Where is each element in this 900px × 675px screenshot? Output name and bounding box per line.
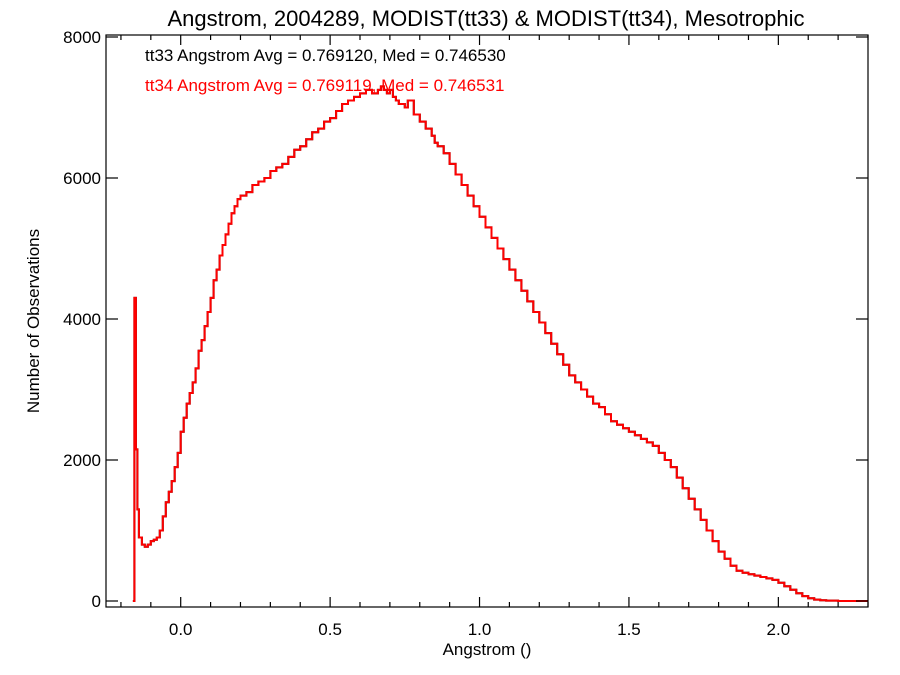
x-tick-label: 0.0: [169, 620, 193, 639]
stats-line-tt34: tt34 Angstrom Avg = 0.769119, Med = 0.74…: [145, 76, 504, 95]
x-axis-label: Angstrom (): [443, 640, 532, 659]
y-tick-label: 0: [92, 592, 101, 611]
x-tick-label: 0.5: [318, 620, 342, 639]
x-tick-label: 1.0: [468, 620, 492, 639]
y-axis-label: Number of Observations: [24, 229, 43, 413]
x-tick-label: 1.5: [617, 620, 641, 639]
chart-title: Angstrom, 2004289, MODIST(tt33) & MODIST…: [168, 6, 805, 31]
series-line-1: [132, 85, 868, 602]
axis-ticks: 0.0 0.5 1.0 1.5 2.0 0 2000 4000 6000 8000: [63, 28, 869, 639]
plot-frame: [105, 34, 869, 608]
y-tick-label: 8000: [63, 28, 101, 47]
y-tick-label: 2000: [63, 451, 101, 470]
y-tick-label: 4000: [63, 310, 101, 329]
y-tick-label: 6000: [63, 169, 101, 188]
stats-line-tt33: tt33 Angstrom Avg = 0.769120, Med = 0.74…: [145, 46, 506, 65]
x-tick-label: 2.0: [767, 620, 791, 639]
plot-area: [132, 85, 868, 602]
